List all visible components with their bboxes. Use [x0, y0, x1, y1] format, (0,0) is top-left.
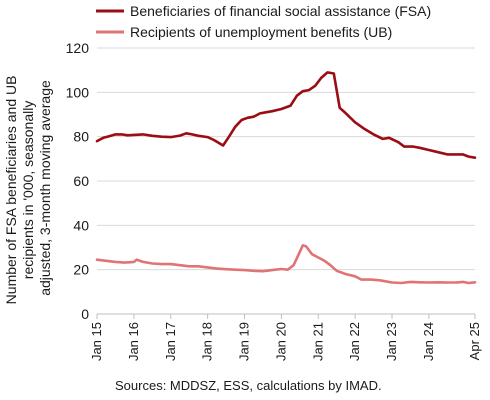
x-tick-label: Jan 16	[126, 322, 141, 361]
y-tick-label: 20	[73, 262, 89, 278]
y-tick-label: 40	[73, 217, 89, 233]
x-tick-label: Jan 24	[421, 322, 436, 361]
series-layer	[95, 71, 477, 285]
y-tick-label: 0	[81, 306, 89, 322]
x-tick-label: Jan 19	[237, 322, 252, 361]
y-axis-title-line-1: Number of FSA beneficiaries and UB	[3, 76, 19, 305]
y-axis-title: Number of FSA beneficiaries and UB recip…	[3, 72, 53, 305]
legend-item-fsa: Beneficiaries of financial social assist…	[96, 3, 431, 19]
y-axis-title-line-3: adjusted, 3-month moving average	[37, 80, 53, 296]
y-axis-title-line-2: recipients in '000, seasonally	[20, 101, 36, 280]
x-tick-label: Jan 17	[163, 322, 178, 361]
y-tick-label: 60	[73, 173, 89, 189]
source-note: Sources: MDDSZ, ESS, calculations by IMA…	[115, 378, 382, 393]
x-tick-label: Jan 21	[310, 322, 325, 361]
y-tick-label: 80	[73, 129, 89, 145]
gridlines	[97, 47, 475, 271]
x-tick-label: Jan 22	[347, 322, 362, 361]
x-tick-label: Jan 23	[384, 322, 399, 361]
x-axis-ticks: Jan 15 Jan 16 Jan 17 Jan 18 Jan 19 Jan 20 Jan …	[89, 314, 482, 361]
x-tick-label: Jan 18	[200, 322, 215, 361]
legend: Beneficiaries of financial social assist…	[96, 3, 431, 40]
y-tick-label: 100	[66, 84, 90, 100]
x-tick-label: Apr 25	[467, 322, 482, 360]
x-tick-label: Jan 20	[273, 322, 288, 361]
y-axis-ticks: 0 20 40 60 80 100 120	[66, 40, 90, 322]
y-tick-label: 120	[66, 40, 90, 56]
series-line-ub	[95, 244, 477, 285]
legend-label-ub: Recipients of unemployment benefits (UB)	[130, 24, 392, 40]
x-tick-label: Jan 15	[89, 322, 104, 361]
legend-item-ub: Recipients of unemployment benefits (UB)	[96, 24, 392, 40]
legend-label-fsa: Beneficiaries of financial social assist…	[130, 3, 431, 19]
series-line-fsa	[95, 71, 477, 159]
